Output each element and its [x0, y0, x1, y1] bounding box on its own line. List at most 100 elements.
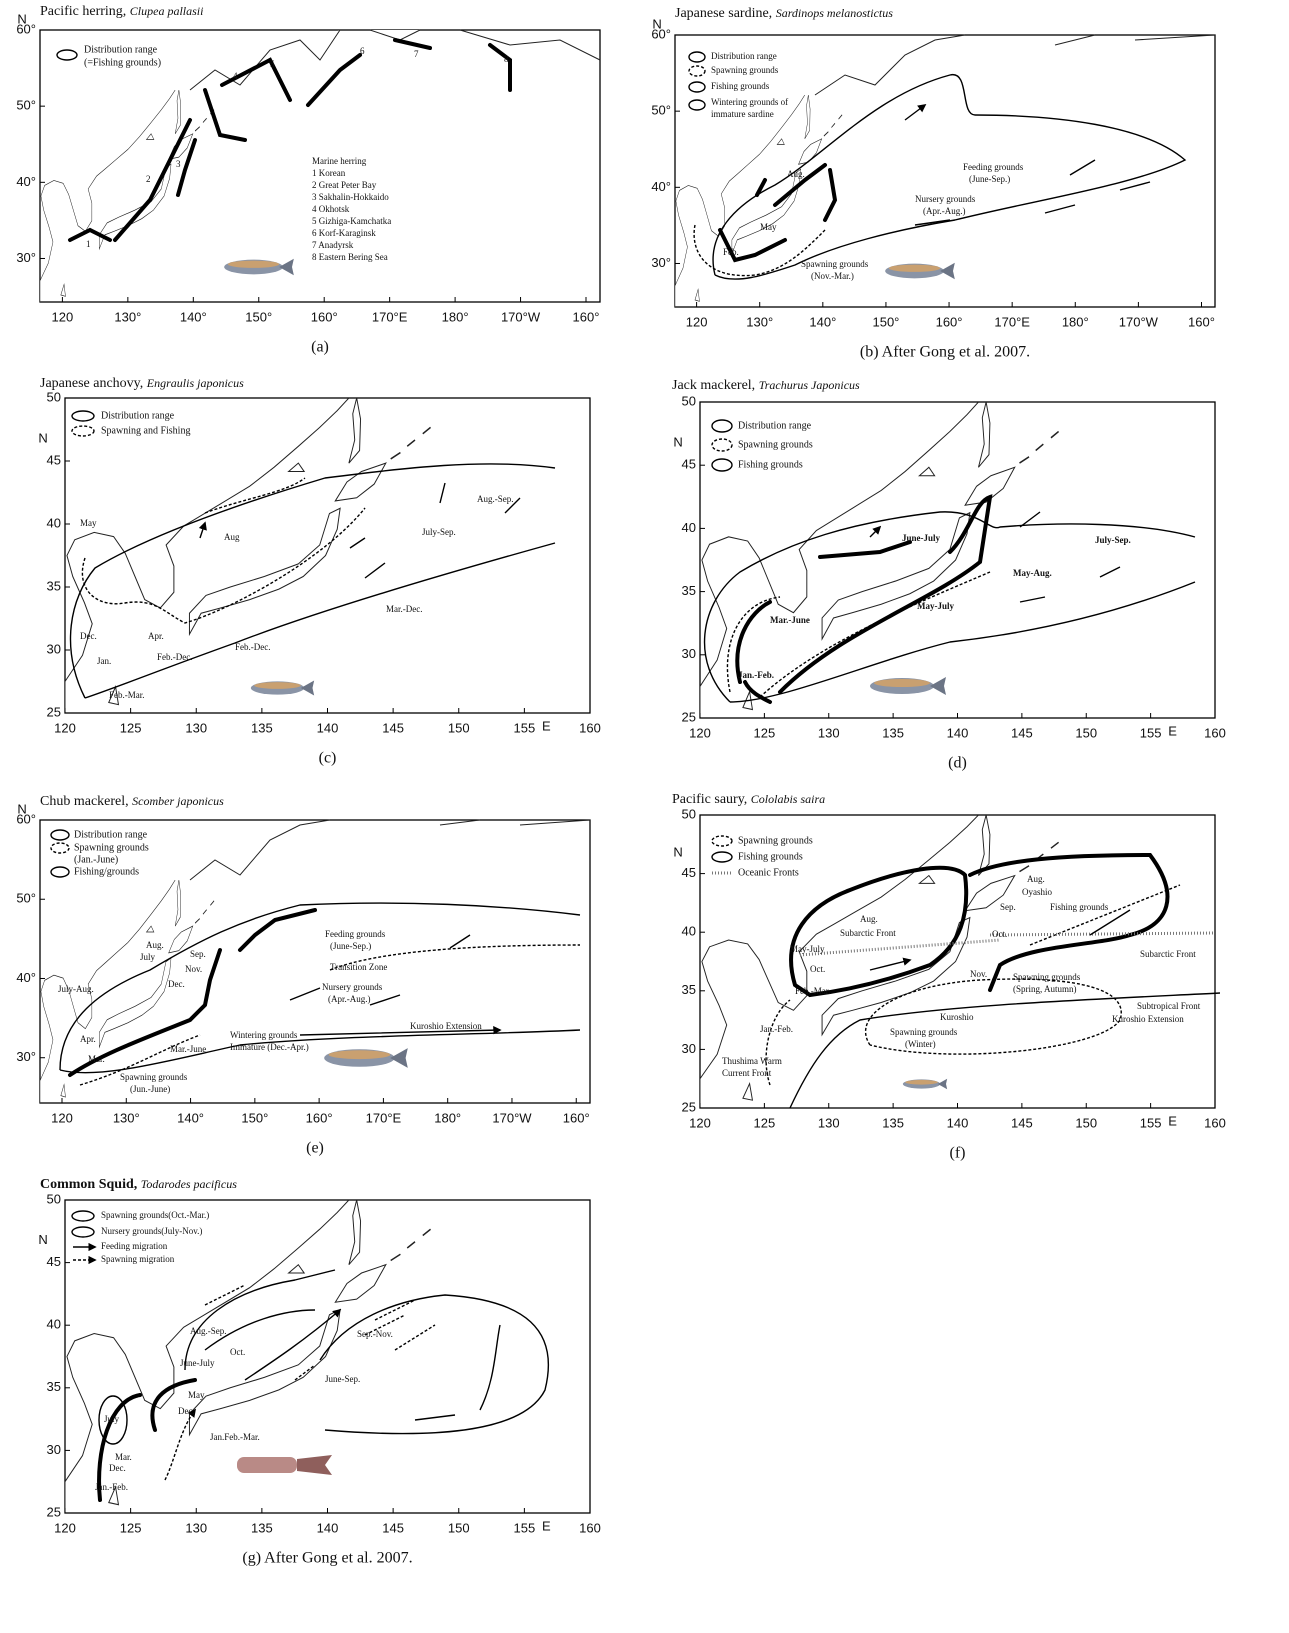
lat-unit: N — [17, 11, 26, 26]
range-line — [68, 38, 512, 242]
map-label: 3 Sakhalin-Hokkaido — [312, 192, 389, 202]
map-label: Dec. — [80, 631, 97, 641]
x-tick-label: 170°E — [994, 314, 1030, 329]
y-tick-label: 35 — [682, 982, 696, 997]
lat-unit: N — [673, 845, 682, 860]
y-tick-label: 35 — [47, 1379, 61, 1394]
title: Jack mackerel, Trachurus Japonicus — [672, 378, 860, 393]
map-label: Sep. — [190, 949, 206, 959]
x-tick-label: 125 — [120, 720, 142, 735]
map-label: 4 Okhotsk — [312, 204, 350, 214]
x-tick-label: 125 — [754, 725, 776, 740]
map-label: Feeding grounds — [325, 929, 386, 939]
y-tick-label: 50 — [47, 1191, 61, 1206]
map-label: Sep.-Nov. — [357, 1329, 393, 1339]
title: Japanese sardine, Sardinops melanostictu… — [675, 6, 893, 21]
map-label: 8 — [504, 54, 509, 64]
panel: Distribution range Spawning grounds (Jan… — [16, 801, 591, 1125]
x-tick-label: 135 — [251, 720, 273, 735]
arrow — [789, 909, 1221, 1109]
x-tick-label: 180° — [1062, 314, 1089, 329]
x-tick-label: 145 — [382, 1520, 404, 1535]
map-label: Transition Zone — [330, 962, 387, 972]
map-label: Oct. — [230, 1347, 245, 1357]
panel: Spawning grounds(Oct.-Mar.) Nursery grou… — [38, 1191, 601, 1535]
y-tick-label: 60° — [651, 26, 671, 41]
map-label: 8 Eastern Bering Sea — [312, 252, 388, 262]
legend-text: Spawning migration — [101, 1254, 175, 1264]
arrow — [289, 934, 500, 1035]
common-name: Pacific herring, — [40, 4, 126, 19]
legend-text: Fishing grounds — [738, 851, 803, 862]
map-label: Nursery grounds — [915, 194, 976, 204]
map-label: Subarctic Front — [1140, 949, 1196, 959]
map-label: Aug. — [860, 914, 878, 924]
map-label: May-July — [790, 944, 825, 954]
x-tick-label: 155 — [514, 1520, 536, 1535]
x-tick-label: 160° — [311, 309, 338, 324]
labels: June-July July-Sep. May-Aug. May-July Ma… — [738, 533, 1131, 680]
y-tick-label: 30 — [682, 1041, 696, 1056]
map-label: Nov. — [970, 969, 987, 979]
map-label: May — [80, 518, 97, 528]
map-label: 7 Anadyrsk — [312, 240, 354, 250]
common-name: Chub mackerel, — [40, 794, 129, 809]
x-tick-label: 150 — [448, 720, 470, 735]
map-label: 2 Great Peter Bay — [312, 180, 377, 190]
lat-unit: N — [17, 801, 26, 816]
range-line — [69, 463, 556, 699]
legend-text: Spawning grounds — [738, 835, 813, 846]
map-label: Feeding grounds — [963, 162, 1024, 172]
y-tick-label: 50 — [682, 806, 696, 821]
map-label: June-July — [180, 1358, 215, 1368]
range-line — [319, 1294, 550, 1435]
arrow — [184, 1269, 501, 1421]
map-frame — [699, 401, 1216, 719]
x-tick-label: 160 — [579, 720, 601, 735]
map-label: June-July — [902, 533, 941, 543]
x-tick-label: 160° — [573, 309, 600, 324]
y-tick-label: 45 — [47, 452, 61, 467]
map-label: Dec. — [168, 979, 185, 989]
common-name: Pacific saury, — [672, 792, 747, 807]
species-name: Scomber japonicus — [132, 794, 224, 808]
common-name: Common Squid, — [40, 1177, 137, 1192]
y-tick-label: 30 — [682, 646, 696, 661]
map-label: May — [188, 1390, 205, 1400]
map-label: Mar.-Dec. — [386, 604, 422, 614]
spawning-line — [693, 224, 826, 277]
x-tick-label: 140 — [317, 720, 339, 735]
spawning-line — [79, 944, 581, 1086]
y-tick-label: 30 — [47, 1442, 61, 1457]
map-label: Kuroshio Extension — [1112, 1014, 1184, 1024]
legend-text: immature sardine — [711, 109, 774, 119]
labels: Aug.-Sep. July-Sep. Aug May Dec. Jan. Ap… — [80, 494, 514, 700]
x-tick-label: 135 — [882, 1115, 904, 1130]
x-tick-label: 160 — [579, 1520, 601, 1535]
y-tick-label: 50° — [16, 891, 36, 906]
title: Common Squid, Todarodes pacificus — [40, 1177, 237, 1192]
front-line — [799, 931, 1216, 957]
map-label: Jan.Feb.-Mar. — [210, 1432, 260, 1442]
x-tick-label: 125 — [754, 1115, 776, 1130]
lat-unit: N — [673, 435, 682, 450]
range-line — [712, 74, 1187, 280]
x-tick-label: 140° — [180, 309, 207, 324]
map-label: Aug — [224, 532, 240, 542]
caption: (e) — [306, 1140, 324, 1157]
x-tick-label: 180° — [434, 1110, 461, 1125]
x-tick-label: 160 — [1204, 725, 1226, 740]
y-tick-label: 40° — [16, 174, 36, 189]
x-tick-label: 120 — [54, 720, 76, 735]
x-tick-label: 120 — [689, 725, 711, 740]
map-label: Subarctic Front — [840, 928, 896, 938]
map-label: Current Front — [722, 1068, 772, 1078]
map-label: 7 — [414, 49, 419, 59]
map-label: Feb.-Dec. — [235, 642, 271, 652]
x-tick-label: 160° — [936, 314, 963, 329]
map-label: (June-Sep.) — [969, 174, 1010, 184]
x-tick-label: 130° — [746, 314, 773, 329]
x-tick-label: 170°W — [1119, 314, 1159, 329]
map-label: Oct. — [992, 929, 1007, 939]
